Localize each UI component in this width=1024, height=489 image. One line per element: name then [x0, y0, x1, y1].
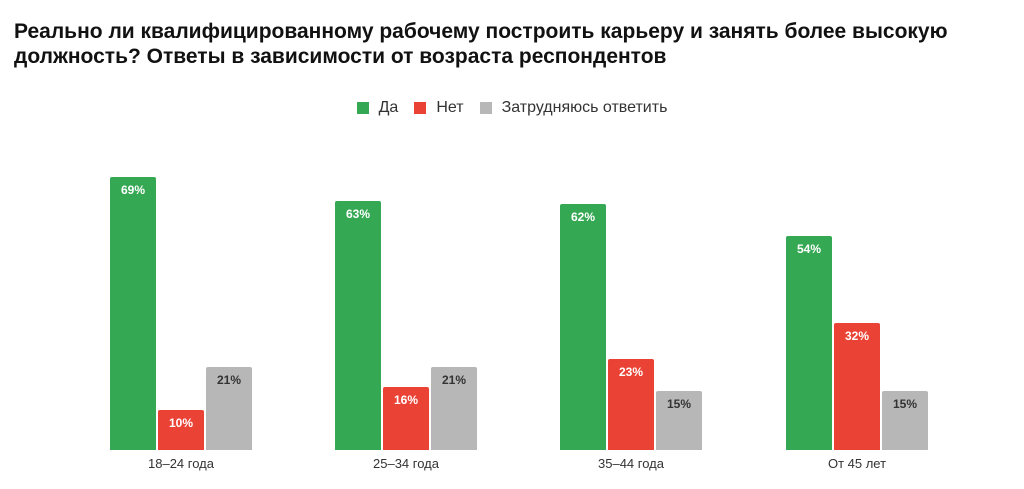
- bar-unsure: 21%: [206, 367, 252, 450]
- bar-value-label: 15%: [666, 397, 692, 411]
- legend-item-yes: Да: [356, 99, 399, 117]
- bar-yes: 62%: [560, 204, 606, 450]
- legend-item-no: Нет: [414, 99, 464, 117]
- bar-yes: 69%: [110, 177, 156, 450]
- legend-swatch-yes: [356, 102, 369, 114]
- bar-unsure: 21%: [431, 367, 477, 450]
- chart-legend: Да Нет Затрудняюсь ответить: [0, 99, 1024, 117]
- bar-unsure: 15%: [882, 391, 928, 450]
- bar-yes: 54%: [786, 236, 832, 450]
- legend-label-unsure: Затрудняюсь ответить: [501, 99, 668, 116]
- bar-value-label: 21%: [441, 373, 467, 387]
- bar-value-label: 62%: [570, 210, 596, 224]
- bar-unsure: 15%: [656, 391, 702, 450]
- bar-value-label: 23%: [618, 365, 644, 379]
- legend-item-unsure: Затрудняюсь ответить: [479, 99, 668, 117]
- legend-swatch-no: [414, 102, 427, 114]
- legend-label-no: Нет: [436, 99, 464, 116]
- bar-value-label: 32%: [844, 329, 870, 343]
- category-label: 25–34 года: [373, 456, 439, 471]
- category-label: 35–44 года: [598, 456, 664, 471]
- bar-yes: 63%: [335, 201, 381, 450]
- legend-label-yes: Да: [378, 99, 399, 116]
- bar-no: 16%: [383, 387, 429, 450]
- bar-no: 10%: [158, 410, 204, 450]
- bar-value-label: 15%: [892, 397, 918, 411]
- chart-title: Реально ли квалифицированному рабочему п…: [14, 20, 948, 68]
- bar-value-label: 54%: [796, 242, 822, 256]
- bar-value-label: 69%: [120, 183, 146, 197]
- bar-value-label: 63%: [345, 207, 371, 221]
- bar-no: 32%: [834, 323, 880, 450]
- legend-swatch-unsure: [479, 102, 492, 114]
- bar-value-label: 21%: [216, 373, 242, 387]
- category-label: От 45 лет: [827, 456, 887, 471]
- category-label: 18–24 года: [148, 456, 214, 471]
- bar-value-label: 16%: [393, 393, 419, 407]
- bar-value-label: 10%: [168, 416, 194, 430]
- bar-no: 23%: [608, 359, 654, 450]
